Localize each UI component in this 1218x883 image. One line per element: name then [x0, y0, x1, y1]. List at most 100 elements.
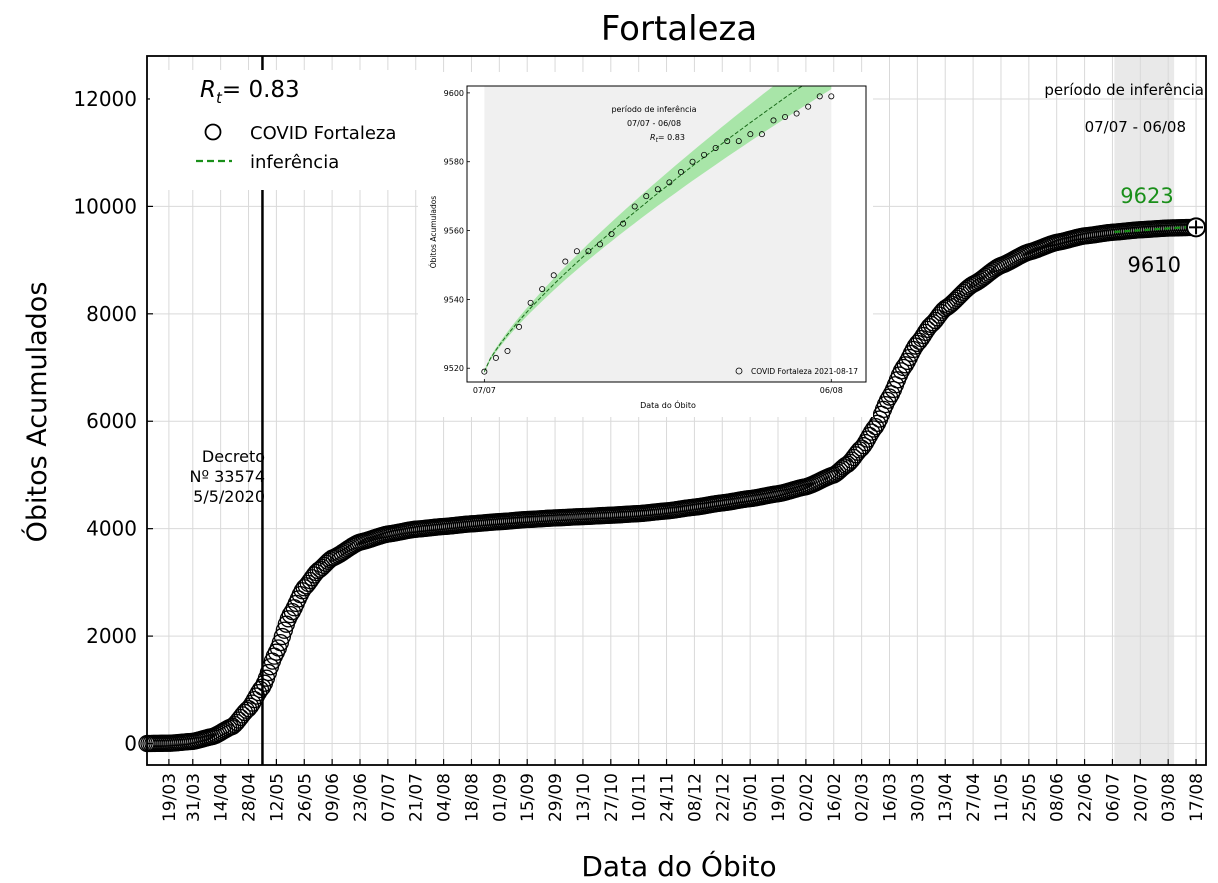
inset-rt-text: Rt= 0.83: [650, 133, 685, 144]
data-point: [864, 420, 883, 438]
x-tick-label: 16/02: [825, 773, 845, 822]
y-tick-label: 12000: [73, 87, 137, 111]
x-tick-label: 17/08: [1187, 773, 1207, 822]
inset-data-point: [666, 179, 673, 186]
x-tick-label: 27/04: [964, 773, 984, 822]
inset-y-tick-label: 9580: [444, 158, 464, 167]
x-tick-label: 16/03: [880, 773, 900, 822]
y-tick-label: 4000: [86, 517, 137, 541]
inset-data-point: [597, 241, 604, 248]
x-tick-label: 07/07: [379, 773, 399, 822]
inset-data-point: [585, 248, 592, 255]
main-axes-frame: [146, 55, 1207, 766]
inset-data-point: [805, 103, 812, 110]
inset-y-tick-label: 9540: [444, 295, 464, 304]
decree-line-2: Nº 33574: [190, 467, 266, 486]
decree-line-3: 5/5/2020: [193, 487, 265, 506]
x-tick-label: 02/02: [797, 773, 817, 822]
x-tick-label: 21/07: [407, 773, 427, 822]
inset-rt-value: = 0.83: [658, 133, 685, 142]
inset-y-ticks: 9520 9540 9560 9580 9600: [444, 89, 470, 373]
rt-subscript: t: [216, 89, 223, 107]
x-tick-label: 03/08: [1159, 773, 1179, 822]
inset-data-point: [631, 203, 638, 210]
inset-data-point: [828, 93, 835, 100]
inset-axes-frame: [466, 85, 867, 383]
inset-data-point: [712, 144, 719, 151]
x-tick-label: 20/07: [1131, 773, 1151, 822]
data-point: [894, 358, 913, 377]
inset-data-point: [516, 323, 523, 330]
inset-data-point: [562, 258, 569, 265]
x-tick-label: 31/03: [184, 773, 204, 822]
inset-legend-label: COVID Fortaleza 2021-08-17: [751, 367, 858, 376]
inset-data-point: [758, 131, 765, 138]
y-tick-label: 0: [124, 732, 137, 756]
chart-title: Fortaleza: [601, 9, 757, 49]
x-tick-label: 18/08: [462, 773, 482, 822]
inference-annotation: período de inferência 07/07 - 06/08: [1044, 81, 1204, 136]
inset-data-point: [504, 348, 511, 355]
data-point: [273, 627, 292, 646]
x-tick-label: 26/05: [295, 773, 315, 822]
rt-symbol: R: [200, 77, 216, 103]
inset-data-point: [608, 230, 615, 237]
inset-text-line1: período de inferência: [611, 104, 696, 114]
inset-shade-rect: [484, 86, 832, 382]
inset-data-point: [481, 368, 488, 375]
inset-data-point: [689, 158, 696, 165]
inset-data-point: [620, 220, 627, 227]
main-y-ticks: 0 2000 4000 6000 8000 10000 12000: [73, 87, 153, 756]
x-tick-label: 19/03: [160, 773, 180, 822]
inset-data-point: [643, 193, 650, 200]
last-value-label: 9610: [1128, 253, 1181, 277]
x-tick-label: 19/01: [769, 773, 789, 822]
inset-x-tick-label: 07/07: [473, 386, 496, 395]
inference-shade: [1114, 56, 1175, 765]
x-tick-label: 13/04: [936, 773, 956, 822]
decree-annotation: Decreto Nº 33574 5/5/2020: [190, 447, 266, 506]
x-tick-label: 22/06: [1076, 773, 1096, 822]
inset-data-point: [701, 151, 708, 158]
inset-x-tick-label: 06/08: [820, 386, 843, 395]
legend: Rt= 0.83 COVID Fortaleza inferência: [150, 70, 420, 190]
data-point: [900, 348, 919, 367]
data-point: [898, 352, 917, 371]
inset-rt-symbol: R: [650, 133, 656, 142]
inset-data-point: [550, 272, 557, 279]
inset-data-point: [539, 286, 546, 293]
x-tick-label: 30/03: [908, 773, 928, 822]
y-tick-label: 6000: [86, 409, 137, 433]
projection-value-label: 9623: [1120, 184, 1173, 208]
inset-y-tick-label: 9560: [444, 227, 464, 236]
data-point: [862, 423, 881, 441]
main-series: [138, 218, 1205, 753]
x-tick-label: 29/09: [546, 773, 566, 822]
inset-y-tick-label: 9600: [444, 89, 464, 98]
inset-y-tick-label: 9520: [444, 364, 464, 373]
y-axis-label: Óbitos Acumulados: [21, 282, 53, 543]
rt-value: = 0.83: [222, 77, 300, 103]
x-tick-label: 15/09: [518, 773, 538, 822]
x-tick-label: 04/08: [435, 773, 455, 822]
inset-data-point: [782, 113, 789, 120]
x-tick-label: 12/05: [267, 773, 287, 822]
inset-legend-marker: [735, 367, 743, 375]
main-x-ticks: 19/03 31/03 14/04 28/04 12/05 26/05 09/06 23/06…: [160, 759, 1207, 822]
legend-label-covid: COVID Fortaleza: [250, 123, 396, 144]
y-tick-label: 2000: [86, 624, 137, 648]
x-tick-label: 08/06: [1048, 773, 1068, 822]
inset-data-point: [770, 117, 777, 124]
inset-observed-points: [481, 93, 835, 375]
x-tick-label: 22/12: [713, 773, 733, 822]
decree-line-1: Decreto: [202, 447, 265, 466]
x-tick-label: 14/04: [212, 773, 232, 822]
rt-label: Rt= 0.83: [200, 77, 300, 107]
inset-data-point: [527, 299, 534, 306]
x-axis-label: Data do Óbito: [581, 849, 776, 883]
x-tick-label: 09/06: [323, 773, 343, 822]
inset-chart: 9520 9540 9560 9580 9600 07/07 06/08 período …: [418, 72, 873, 417]
inset-y-axis-label: Óbitos Acumulados: [429, 196, 438, 269]
data-point: [910, 332, 929, 350]
legend-circle-marker: [204, 123, 222, 141]
